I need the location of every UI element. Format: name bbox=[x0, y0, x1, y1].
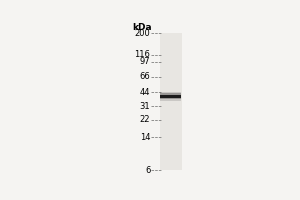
Text: 14: 14 bbox=[140, 133, 150, 142]
Bar bbox=[160, 93, 181, 99]
Text: 116: 116 bbox=[134, 50, 150, 59]
Text: 31: 31 bbox=[140, 102, 150, 111]
Text: 6: 6 bbox=[145, 166, 150, 175]
Bar bbox=[160, 92, 181, 101]
Text: 66: 66 bbox=[140, 72, 150, 81]
Text: kDa: kDa bbox=[132, 23, 152, 32]
Text: 97: 97 bbox=[140, 57, 150, 66]
Text: 22: 22 bbox=[140, 115, 150, 124]
Bar bbox=[160, 95, 181, 98]
Bar bbox=[160, 33, 182, 170]
Text: 44: 44 bbox=[140, 88, 150, 97]
Text: 200: 200 bbox=[134, 29, 150, 38]
